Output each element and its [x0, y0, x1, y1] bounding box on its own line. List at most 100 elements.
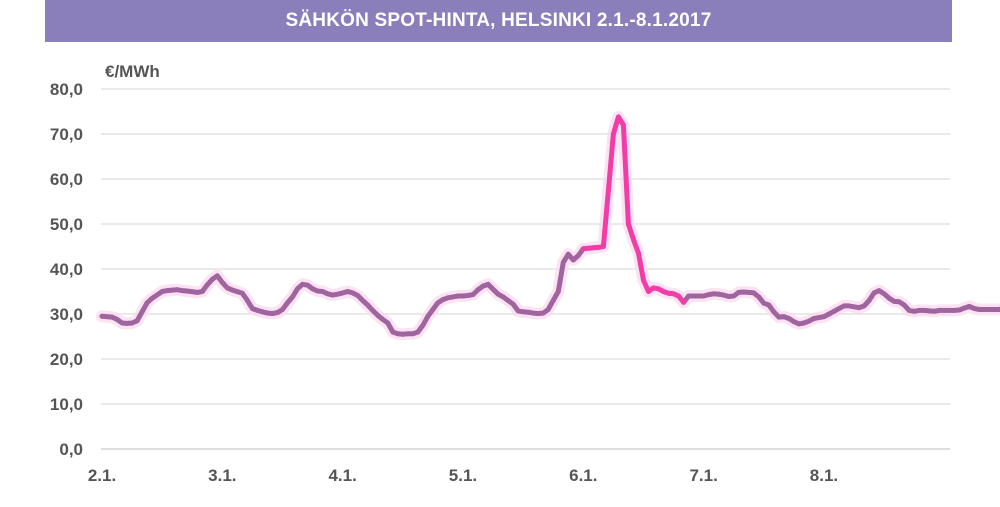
data-point: [711, 291, 717, 297]
data-point: [340, 290, 346, 296]
data-point: [455, 293, 461, 299]
data-point: [420, 322, 426, 328]
data-point: [811, 316, 817, 321]
data-point: [972, 306, 977, 311]
data-point: [224, 285, 230, 291]
data-point: [480, 283, 486, 289]
data-point: [149, 295, 155, 301]
data-point: [144, 300, 150, 306]
data-point: [856, 305, 862, 311]
data-point: [641, 277, 646, 283]
data-point: [525, 309, 531, 315]
data-point: [786, 316, 792, 321]
y-tick-label: 10,0: [50, 395, 83, 414]
data-point: [866, 298, 872, 303]
x-tick-label: 3.1.: [208, 466, 236, 485]
x-tick-label: 7.1.: [689, 466, 717, 485]
data-point: [881, 291, 887, 297]
data-point: [977, 307, 982, 312]
data-point: [555, 289, 561, 294]
data-point: [596, 245, 601, 250]
data-point: [916, 308, 922, 313]
data-point: [109, 314, 115, 320]
data-point: [164, 288, 170, 293]
data-point: [701, 293, 706, 299]
data-point: [425, 313, 431, 319]
data-point: [114, 317, 120, 322]
data-point: [841, 303, 847, 309]
data-point: [275, 310, 280, 315]
data-point: [129, 320, 135, 326]
data-point: [270, 311, 275, 316]
data-point: [731, 293, 737, 299]
data-point: [560, 259, 566, 265]
data-point: [676, 293, 681, 299]
data-point: [921, 308, 927, 313]
y-tick-label: 50,0: [50, 215, 83, 234]
data-point: [846, 303, 852, 309]
y-axis-unit-label: €/MWh: [105, 62, 160, 81]
data-point: [290, 294, 295, 300]
data-point: [756, 294, 762, 300]
data-point: [365, 302, 371, 308]
data-point: [982, 307, 987, 312]
data-point: [696, 293, 701, 299]
data-point: [951, 308, 957, 313]
data-point: [350, 290, 356, 296]
data-point: [310, 286, 315, 292]
data-point: [826, 311, 832, 317]
data-point: [876, 288, 882, 293]
data-point: [390, 329, 396, 335]
data-point: [565, 251, 571, 257]
data-point: [305, 282, 310, 288]
data-point: [761, 300, 767, 306]
data-point: [505, 298, 511, 303]
data-point: [255, 308, 260, 313]
data-point: [626, 221, 631, 227]
data-point: [219, 280, 225, 285]
data-point: [119, 320, 125, 326]
data-point: [766, 302, 772, 308]
data-point: [575, 253, 581, 258]
data-point: [490, 286, 496, 292]
data-point: [415, 329, 421, 335]
data-point: [931, 308, 937, 314]
data-point: [355, 293, 361, 298]
data-point: [240, 290, 245, 296]
data-point: [721, 292, 727, 298]
data-point: [500, 294, 506, 300]
data-point: [616, 114, 621, 120]
data-point: [781, 314, 787, 320]
data-point: [360, 298, 366, 303]
data-point: [495, 291, 501, 297]
data-point: [716, 291, 722, 297]
data-point: [405, 331, 411, 337]
data-point: [831, 308, 837, 314]
data-point: [580, 246, 586, 252]
data-point: [776, 314, 782, 320]
data-point: [245, 298, 250, 303]
data-point: [370, 308, 376, 313]
data-point: [726, 294, 732, 299]
data-point: [896, 299, 902, 305]
data-point: [621, 122, 626, 128]
data-point: [295, 286, 300, 292]
data-point: [300, 281, 305, 287]
data-point: [520, 309, 526, 315]
data-point: [470, 292, 476, 297]
data-point: [430, 307, 436, 312]
data-point: [280, 307, 285, 312]
data-point: [540, 310, 546, 316]
data-point: [957, 307, 962, 313]
data-point: [791, 319, 797, 324]
data-point: [706, 292, 712, 297]
data-point: [941, 308, 947, 313]
price-series: [96, 110, 1000, 341]
data-point: [646, 289, 651, 294]
data-point: [736, 290, 742, 295]
data-point: [666, 290, 671, 296]
data-point: [325, 291, 330, 297]
data-point: [375, 313, 381, 318]
data-point: [535, 311, 541, 316]
